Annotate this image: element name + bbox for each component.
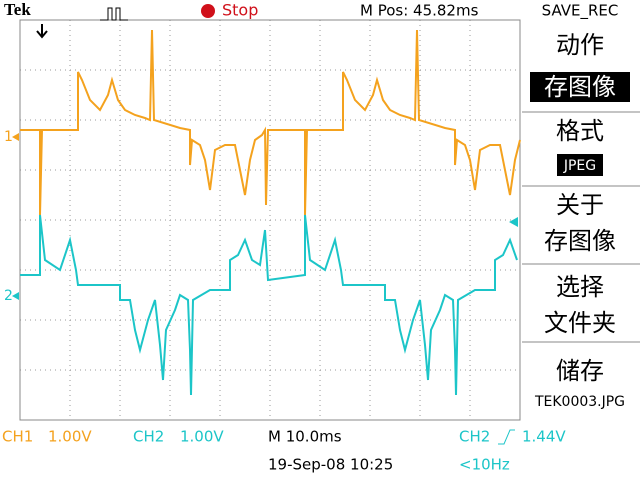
run-status: Stop [222, 1, 258, 20]
ch1-arrow [12, 133, 19, 141]
side-menu: 动作 存图像 格式 JPEG 关于 存图像 选择 文件夹 储存 TEK0003.… [522, 31, 640, 410]
menu-value[interactable]: 存图像 [544, 73, 616, 101]
menu-value[interactable]: JPEG [563, 158, 596, 174]
menu-item[interactable]: 存图像 [544, 227, 616, 255]
trigger-slope [498, 429, 515, 445]
trigger-icon [100, 7, 128, 21]
trigger-frequency: <10Hz [459, 456, 510, 474]
ch2-arrow [12, 292, 19, 300]
menu-label: 格式 [556, 117, 604, 145]
menu-item[interactable]: 储存 [556, 357, 604, 385]
ch1-marker: 1 [4, 129, 13, 145]
trigger-position-marker [36, 24, 48, 39]
menu-item[interactable]: 选择 [556, 273, 604, 301]
brand: Tek [4, 0, 31, 19]
menu-highlight [557, 154, 603, 176]
trigger-level-marker [509, 217, 518, 227]
screen-border [19, 19, 521, 421]
trigger-source: CH2 [459, 428, 490, 446]
menu-title: SAVE_REC [542, 2, 619, 21]
file-name: TEK0003.JPG [534, 394, 625, 410]
ch1-waveform [20, 29, 521, 216]
graticule [20, 20, 520, 420]
menu-item[interactable]: 关于 [556, 191, 604, 219]
time-scale: M 10.0ms [268, 428, 342, 446]
status-bar: CH1 1.00V CH2 1.00V M 10.0ms CH2 1.44V 1… [2, 428, 566, 474]
ch1-scale: 1.00V [48, 428, 92, 446]
ch1-name: CH1 [2, 428, 33, 446]
ch2-scale: 1.00V [180, 428, 224, 446]
stop-icon [201, 4, 215, 18]
ch2-waveform [20, 214, 518, 396]
ch2-name: CH2 [133, 428, 164, 446]
menu-item[interactable]: 文件夹 [544, 309, 616, 337]
horizontal-position: M Pos: 45.82ms [360, 2, 479, 20]
ch2-marker: 2 [4, 288, 13, 304]
menu-highlight [530, 72, 630, 102]
timestamp: 19-Sep-08 10:25 [268, 456, 393, 474]
trigger-level: 1.44V [522, 428, 566, 446]
menu-label: 动作 [556, 31, 604, 59]
